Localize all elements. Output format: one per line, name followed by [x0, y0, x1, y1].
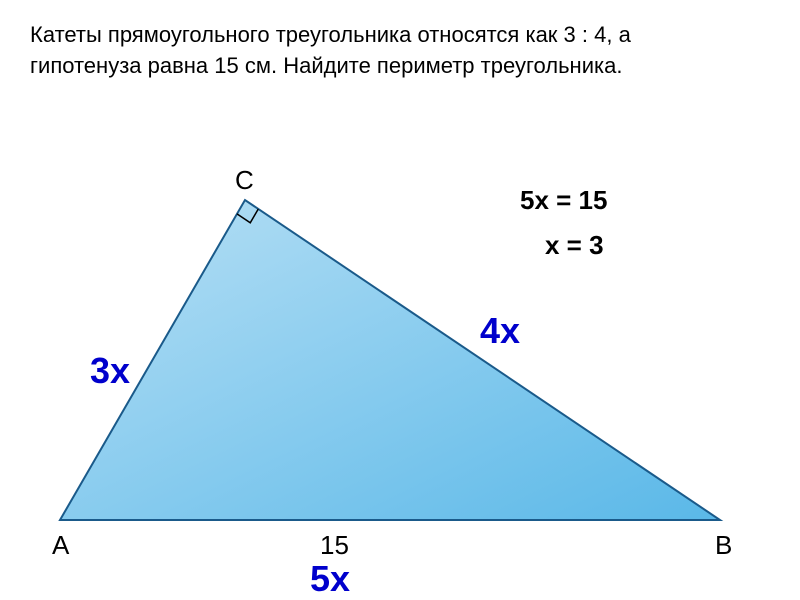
- equation-1: 5x = 15: [520, 185, 607, 216]
- side-label-ab-var: 5x: [310, 558, 350, 600]
- side-label-cb: 4x: [480, 310, 520, 352]
- triangle-shape: [60, 200, 720, 520]
- side-label-ac: 3x: [90, 350, 130, 392]
- equation-2: x = 3: [545, 230, 604, 261]
- vertex-label-b: B: [715, 530, 732, 561]
- problem-line-2: гипотенуза равна 15 см. Найдите периметр…: [30, 53, 622, 78]
- problem-line-1: Катеты прямоугольного треугольника относ…: [30, 22, 631, 47]
- vertex-label-a: A: [52, 530, 69, 561]
- vertex-label-c: C: [235, 165, 254, 196]
- side-label-ab-value: 15: [320, 530, 349, 561]
- problem-statement: Катеты прямоугольного треугольника относ…: [30, 20, 770, 82]
